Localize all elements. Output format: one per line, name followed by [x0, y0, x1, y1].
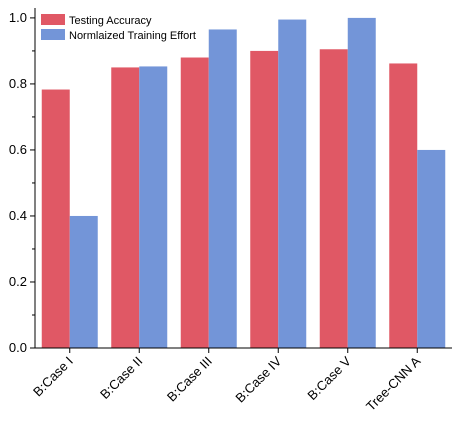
bar-testing-accuracy-3 [250, 50, 279, 348]
bar-testing-accuracy-4 [319, 49, 348, 348]
x-tick-label-5: Tree-CNN A [363, 353, 424, 414]
legend-swatch-testing-accuracy [41, 14, 65, 25]
bar-training-effort-5 [417, 149, 446, 348]
legend: Testing Accuracy Normlaized Training Eff… [41, 14, 196, 42]
bars [41, 17, 446, 349]
x-tick-label-0: B:Case I [30, 354, 76, 400]
y-tick-label-5: 1.0 [9, 10, 27, 25]
x-tick-label-3: B:Case IV [232, 353, 284, 405]
legend-swatch-training-effort [41, 29, 65, 40]
bar-testing-accuracy-2 [180, 57, 209, 349]
y-tick-label-3: 0.6 [9, 142, 27, 157]
bar-testing-accuracy-5 [389, 63, 418, 349]
legend-label-training-effort: Normlaized Training Effort [69, 30, 196, 42]
y-tick-label-2: 0.4 [9, 208, 27, 223]
y-tick-label-4: 0.8 [9, 76, 27, 91]
y-axis-ticks: 0.0 0.2 0.4 0.6 0.8 1.0 [9, 10, 35, 355]
x-tick-label-1: B:Case II [97, 354, 145, 402]
bar-training-effort-4 [347, 17, 376, 348]
bar-training-effort-2 [208, 29, 237, 349]
bar-training-effort-3 [278, 19, 307, 348]
y-tick-label-1: 0.2 [9, 274, 27, 289]
bar-training-effort-0 [69, 215, 98, 348]
bar-testing-accuracy-1 [111, 67, 140, 348]
x-tick-label-4: B:Case V [304, 353, 354, 403]
y-tick-label-0: 0.0 [9, 340, 27, 355]
axes [34, 8, 452, 349]
x-tick-label-2: B:Case III [164, 354, 215, 405]
bar-training-effort-1 [139, 66, 168, 348]
legend-label-testing-accuracy: Testing Accuracy [69, 15, 152, 27]
x-axis-labels: B:Case I B:Case II B:Case III B:Case IV B:Ca… [30, 348, 424, 414]
bar-testing-accuracy-0 [41, 89, 70, 348]
